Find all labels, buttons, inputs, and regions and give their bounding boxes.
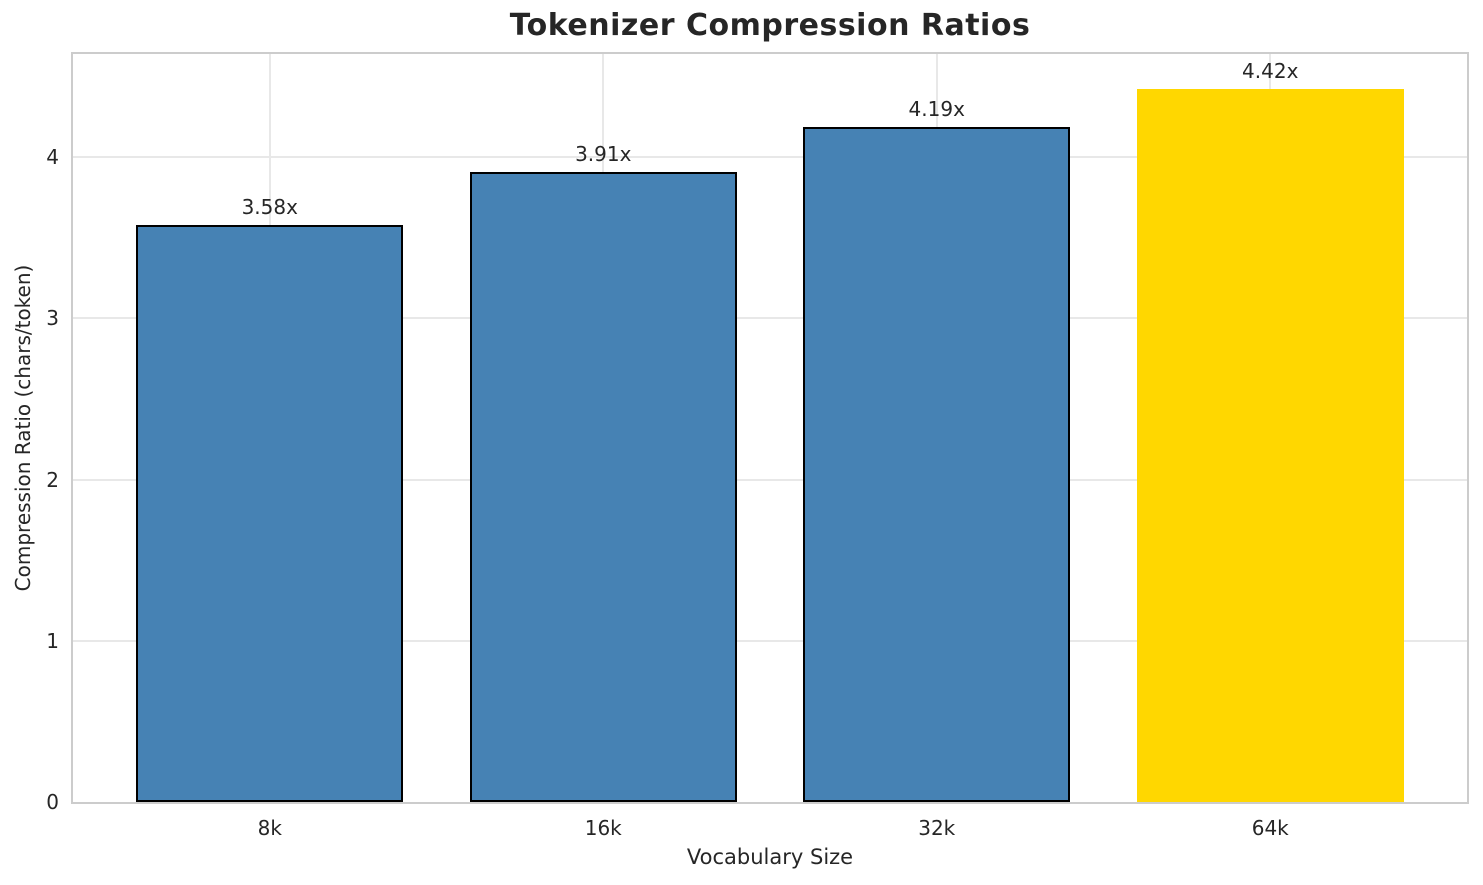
y-tick-label: 3	[46, 306, 59, 331]
y-tick-label: 2	[46, 467, 59, 492]
chart-title: Tokenizer Compression Ratios	[509, 8, 1031, 43]
x-tick-label: 32k	[918, 816, 956, 840]
bar-value-label: 3.91x	[575, 141, 632, 166]
x-tick-label: 16k	[584, 816, 622, 840]
bar-16k	[469, 171, 737, 802]
x-tick-label: 64k	[1251, 816, 1289, 840]
x-axis-label: Vocabulary Size	[686, 845, 854, 869]
y-tick-label: 4	[46, 145, 59, 170]
gridline-horizontal	[73, 317, 1467, 320]
gridline-horizontal	[73, 156, 1467, 159]
bar-64k	[1136, 89, 1404, 802]
y-tick-label: 0	[46, 790, 59, 814]
bar-32k	[803, 126, 1071, 802]
bar-value-label: 4.42x	[1242, 59, 1299, 84]
bar-8k	[136, 224, 404, 802]
gridline-horizontal	[73, 478, 1467, 481]
bar-value-label: 3.58x	[241, 194, 298, 219]
gridline-horizontal	[73, 639, 1467, 642]
x-tick-label: 8k	[257, 816, 282, 840]
bar-value-label: 4.19x	[908, 96, 965, 121]
y-tick-label: 1	[46, 628, 59, 653]
plot-area: 3.58x 3.91x 4.19x 4.42x	[71, 52, 1469, 804]
